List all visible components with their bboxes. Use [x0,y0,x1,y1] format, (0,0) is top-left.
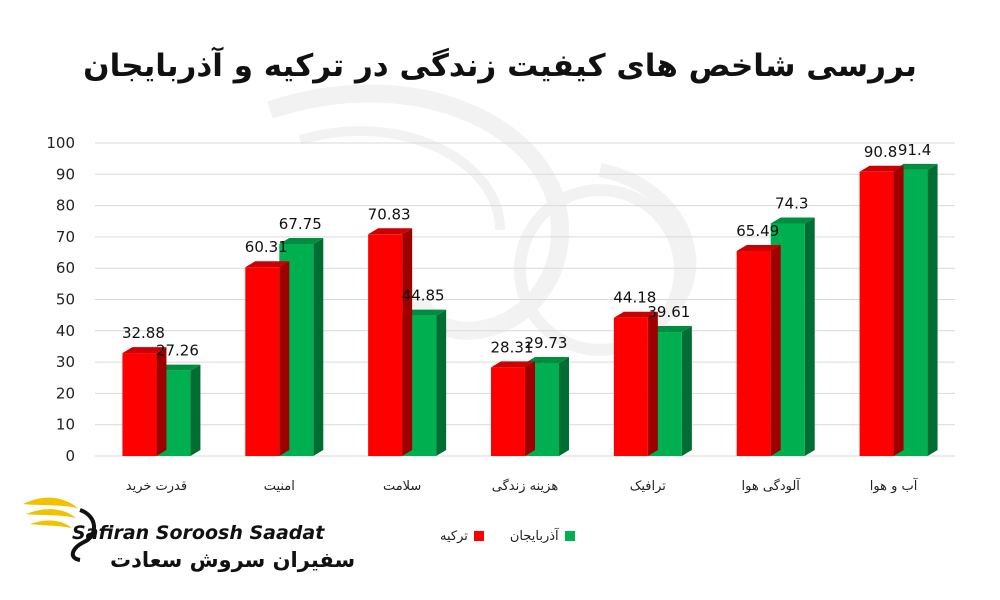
bar-top [859,165,904,172]
bar-turkey [859,165,904,456]
x-axis: قدرت خرید امنیت سلامت هزینه زندگی ترافیک آلود… [126,477,919,494]
legend-item-turkey: ترکیه [440,529,484,544]
bar-side [525,361,535,456]
bar-top [279,237,324,244]
y-tick-label: 60 [56,259,75,277]
bar-front [859,171,894,456]
chart-title: بررسی شاخص های کیفیت زندگی در ترکیه و آذ… [83,48,917,84]
x-tick-label: امنیت [264,479,295,494]
legend-label-turkey: ترکیه [440,528,468,544]
bar-top [647,326,692,333]
bar-side [770,245,781,456]
bar-turkey [368,228,413,456]
bar-side [313,237,324,456]
brand-logo: Safiran Soroosh Saadat سفیران سروش سعادت [18,492,355,592]
brand-name-en: Safiran Soroosh Saadat [72,522,325,544]
legend: ترکیه آذربایجان [440,526,575,546]
bar-side [927,163,938,456]
bar-side [156,347,167,456]
data-label: 91.4 [898,141,931,159]
data-label: 32.88 [122,324,165,342]
bar-front [122,353,157,456]
y-tick-label: 40 [56,322,75,340]
y-tick-label: 0 [65,447,75,465]
bar-turkey [491,361,535,456]
bar-side [402,228,413,456]
bar-top [770,217,815,224]
bar-top [613,311,658,318]
legend-label-azerbaijan: آذربایجان [509,528,559,544]
y-tick-label: 100 [46,134,75,152]
bar-side [804,217,815,456]
y-axis: 0 10 20 30 40 50 60 70 80 90 100 [46,134,75,465]
x-tick-label: آلودگی هوا [742,477,802,494]
x-tick-label: قدرت خرید [126,479,187,494]
bar-front [613,317,648,456]
bar-side [436,309,447,456]
y-tick-label: 80 [56,197,75,215]
x-tick-label: ترافیک [630,479,667,494]
legend-swatch-azerbaijan [564,531,575,541]
bar-top [156,364,201,371]
legend-item-azerbaijan: آذربایجان [510,529,575,544]
bar-turkey [245,261,290,456]
bar-side [681,326,692,456]
data-label: 44.85 [402,287,445,305]
data-label: 28.31 [491,338,534,356]
bar-front [245,267,280,456]
x-tick-label: آب و هوا [870,477,919,494]
data-label: 74.3 [775,194,808,212]
y-tick-label: 30 [56,353,75,371]
bar-turkey [122,347,167,456]
bar-top [245,261,290,268]
wing-logo-icon [23,497,96,562]
bar-side [647,311,658,456]
y-tick-label: 90 [56,165,75,183]
bar-turkey [613,311,658,456]
data-label: 70.83 [368,205,411,223]
bar-side [279,261,290,456]
y-tick-label: 10 [56,416,75,434]
bar-top [736,245,781,252]
bar-side [559,356,569,456]
y-tick-label: 70 [56,228,75,246]
legend-swatch-turkey [473,531,484,541]
x-tick-label: هزینه زندگی [492,478,559,494]
data-label: 65.49 [736,222,779,240]
bar-top [893,163,938,170]
data-label: 44.18 [613,289,656,307]
bar-turkey [736,245,781,456]
bar-top [402,309,447,316]
bar-top [368,228,413,235]
bar-front [368,234,403,456]
bar-top [491,361,535,368]
data-label: 39.61 [647,303,690,321]
data-label: 67.75 [279,215,322,233]
brand-name-fa: سفیران سروش سعادت [110,548,356,572]
bar-side [893,165,904,456]
data-label: 27.26 [156,342,199,360]
x-tick-label: سلامت [383,479,421,494]
bars [122,163,938,456]
data-label: 90.8 [864,143,897,161]
y-tick-label: 20 [56,384,75,402]
bar-front [491,367,525,456]
y-tick-label: 50 [56,291,75,309]
bar-front [736,251,771,456]
data-label: 60.31 [245,238,288,256]
bar-side [190,364,201,456]
data-label: 29.73 [525,334,568,352]
bar-top [525,356,569,363]
bar-top [122,347,167,354]
watermark-swirl-icon [267,84,697,356]
